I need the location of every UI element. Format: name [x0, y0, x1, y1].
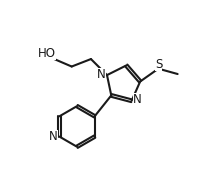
- Text: S: S: [155, 58, 162, 71]
- Text: N: N: [97, 67, 106, 80]
- Text: HO: HO: [38, 47, 56, 60]
- Text: N: N: [133, 93, 141, 106]
- Text: N: N: [49, 130, 58, 143]
